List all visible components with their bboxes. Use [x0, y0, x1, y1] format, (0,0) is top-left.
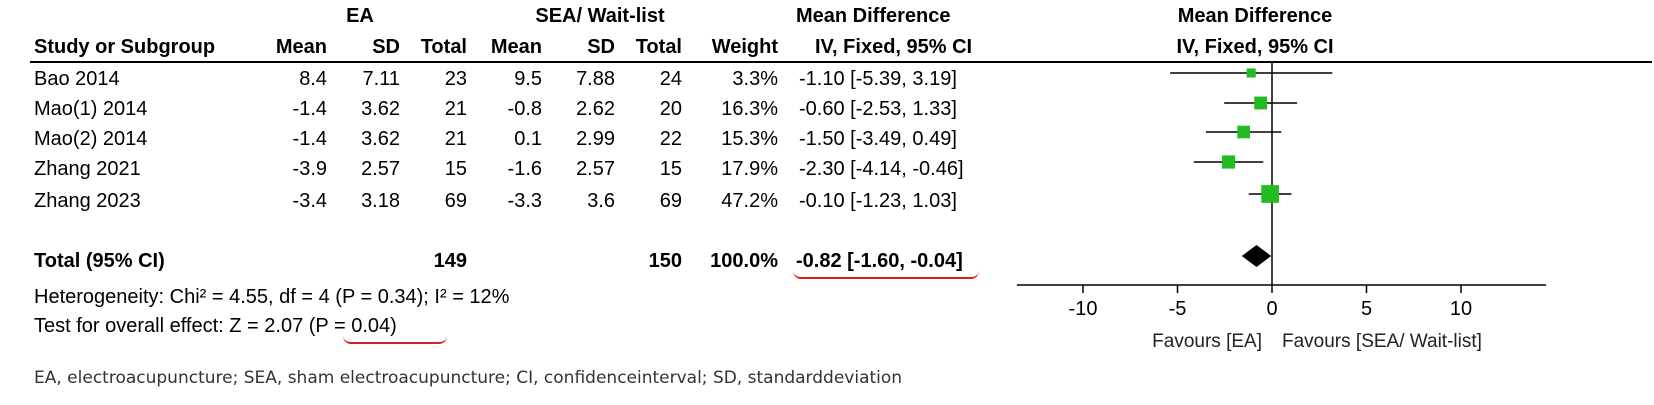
ea-sd: 7.11: [362, 68, 400, 90]
total-ci: -0.82 [-1.60, -0.04]: [796, 250, 963, 272]
ea-sd: 3.62: [361, 128, 400, 150]
study-ci: -0.10 [-1.23, 1.03]: [799, 190, 957, 212]
ea-sd: 3.62: [361, 98, 400, 120]
study-weight: 47.2%: [721, 190, 778, 212]
ctrl-total: 24: [659, 68, 682, 90]
study-name: Mao(2) 2014: [34, 128, 148, 150]
plot-title: Mean Difference: [1177, 5, 1333, 27]
ea-total: 21: [444, 98, 467, 120]
study-name: Bao 2014: [34, 68, 120, 90]
ea-mean: -3.9: [292, 158, 327, 180]
ctrl-sd: 2.62: [576, 98, 615, 120]
ctrl-mean: -0.8: [507, 98, 542, 120]
ctrl-mean: -3.3: [507, 190, 542, 212]
p-value-underline: [343, 336, 447, 344]
ea-sd: 3.18: [361, 190, 400, 212]
ctrl-sd: 2.99: [576, 128, 615, 150]
col-header-ctrl-sd: SD: [587, 36, 615, 58]
study-marker: [1221, 155, 1236, 169]
col-header-study: Study or Subgroup: [34, 36, 216, 58]
x-tick-label: 5: [1361, 298, 1372, 320]
ea-total: 15: [444, 158, 467, 180]
ea-mean: 8.4: [299, 68, 327, 90]
col-header-weight: Weight: [711, 36, 778, 58]
x-label-favours-control: Favours [SEA/ Wait-list]: [1282, 331, 1482, 352]
group-header-ea: EA: [346, 5, 374, 27]
pooled-diamond: [1241, 245, 1272, 267]
study-ci: -1.50 [-3.49, 0.49]: [799, 128, 957, 150]
ea-sd: 2.57: [361, 158, 400, 180]
ea-mean: -1.4: [292, 128, 327, 150]
study-ci: -2.30 [-4.14, -0.46]: [799, 158, 964, 180]
study-weight: 17.9%: [721, 158, 778, 180]
ctrl-sd: 3.6: [587, 190, 615, 212]
plot-subtitle: IV, Fixed, 95% CI: [1176, 36, 1334, 58]
study-weight: 16.3%: [721, 98, 778, 120]
x-tick-label: 0: [1266, 298, 1277, 320]
study-ci: -1.10 [-5.39, 3.19]: [799, 68, 957, 90]
x-label-favours-ea: Favours [EA]: [1152, 331, 1262, 352]
study-marker: [1261, 185, 1279, 203]
col-header-ea-sd: SD: [372, 36, 400, 58]
col-header-ctrl-total: Total: [635, 36, 682, 58]
study-name: Zhang 2021: [34, 158, 141, 180]
study-marker: [1246, 68, 1256, 78]
heterogeneity-text: Heterogeneity: Chi² = 4.55, df = 4 (P = …: [34, 286, 510, 308]
total-ci-underline: [793, 271, 979, 279]
total-weight: 100.0%: [710, 250, 778, 272]
overall-effect-p: (P = 0.04): [308, 315, 397, 337]
x-tick-label: 10: [1450, 298, 1472, 320]
ctrl-mean: 0.1: [514, 128, 542, 150]
overall-effect-text: Test for overall effect: Z = 2.07 (P = 0…: [34, 314, 397, 338]
ctrl-total: 15: [659, 158, 682, 180]
study-marker: [1254, 96, 1268, 110]
ea-mean: -1.4: [292, 98, 327, 120]
col-header-ea-total: Total: [420, 36, 467, 58]
footnote: EA, electroacupuncture; SEA, sham electr…: [34, 368, 903, 388]
ctrl-total: 22: [659, 128, 682, 150]
total-ctrl: 150: [648, 250, 682, 272]
total-label: Total (95% CI): [34, 250, 165, 272]
col-header-ctrl-mean: Mean: [490, 36, 542, 58]
study-name: Mao(1) 2014: [34, 98, 148, 120]
overall-effect-prefix: Test for overall effect: Z = 2.07: [34, 315, 309, 337]
ctrl-total: 20: [659, 98, 682, 120]
study-weight: 15.3%: [721, 128, 778, 150]
col-header-method: IV, Fixed, 95% CI: [815, 36, 973, 58]
study-marker: [1237, 125, 1250, 139]
ea-total: 21: [444, 128, 467, 150]
ctrl-sd: 2.57: [576, 158, 615, 180]
ea-total: 69: [444, 190, 467, 212]
ea-total: 23: [444, 68, 467, 90]
ctrl-mean: -1.6: [507, 158, 542, 180]
study-weight: 3.3%: [732, 68, 778, 90]
study-ci: -0.60 [-2.53, 1.33]: [799, 98, 957, 120]
header-rule: [30, 61, 1652, 63]
col-header-ea-mean: Mean: [275, 36, 327, 58]
x-tick-label: -5: [1169, 298, 1187, 320]
total-ea: 149: [433, 250, 467, 272]
group-header-mean-difference: Mean Difference: [796, 5, 951, 27]
ea-mean: -3.4: [292, 190, 327, 212]
x-tick-label: -10: [1069, 298, 1098, 320]
study-name: Zhang 2023: [34, 190, 141, 212]
ctrl-total: 69: [659, 190, 682, 212]
group-header-control: SEA/ Wait-list: [535, 5, 665, 27]
ctrl-sd: 7.88: [576, 68, 615, 90]
ctrl-mean: 9.5: [514, 68, 542, 90]
